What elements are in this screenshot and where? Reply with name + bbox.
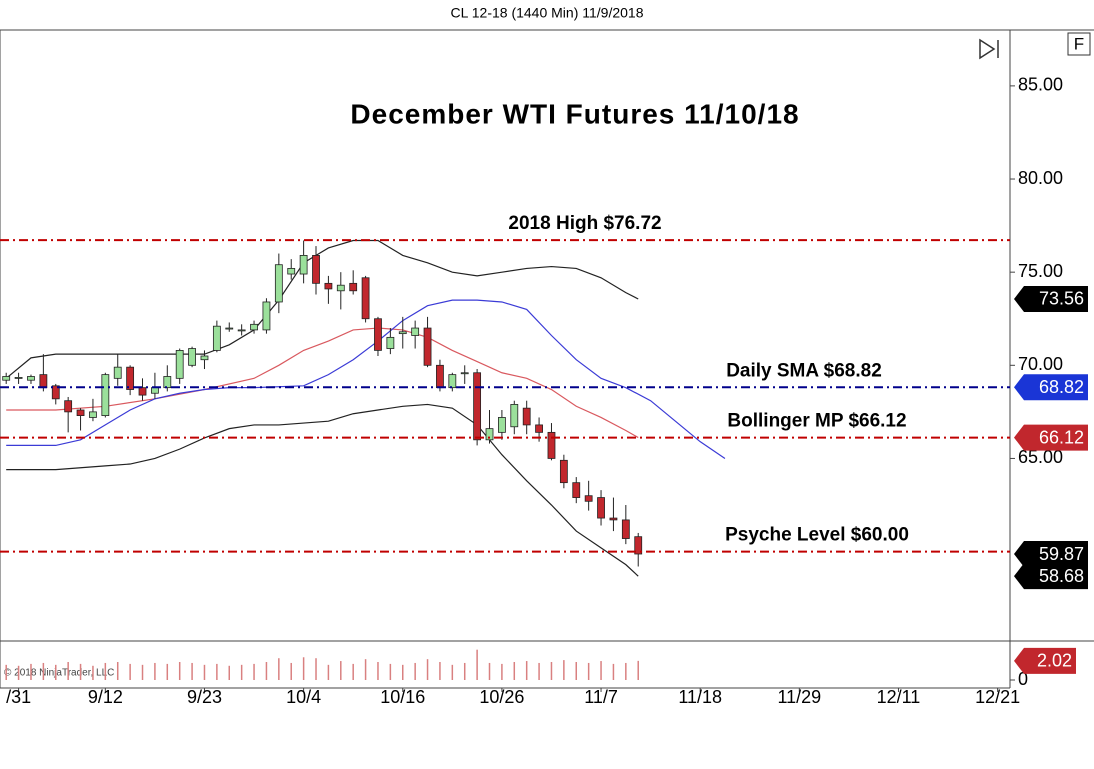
chart-header: CL 12-18 (1440 Min) 11/9/2018 <box>450 5 643 21</box>
candle-body <box>547 431 556 459</box>
candle-body <box>262 301 271 331</box>
candle-body <box>535 424 543 433</box>
candle-body <box>411 327 420 336</box>
level-annotation: 2018 High $76.72 <box>508 213 661 234</box>
y-tick-label: 70.00 <box>1018 354 1063 374</box>
level-annotation: Bollinger MP $66.12 <box>727 411 906 432</box>
candle-body <box>522 407 531 426</box>
y-tick-label: 85.00 <box>1018 75 1063 95</box>
candle-body <box>324 282 333 290</box>
candle-body <box>460 372 469 375</box>
candle-body <box>634 536 643 555</box>
candle-body <box>188 348 196 366</box>
x-tick-label: 9/23 <box>187 687 222 707</box>
candle-body <box>151 387 159 394</box>
candle-body <box>2 376 11 381</box>
candle-body <box>225 327 234 330</box>
price-flag <box>1014 374 1088 401</box>
candle-body <box>212 325 221 351</box>
price-flag-label: 59.87 <box>1039 544 1084 564</box>
candle-body <box>498 417 506 433</box>
candle-body <box>510 404 519 428</box>
price-flag <box>1014 424 1088 451</box>
candle-body <box>64 400 73 413</box>
candle-body <box>138 387 147 396</box>
price-flag-label: 66.12 <box>1039 427 1084 447</box>
x-tick-label: 11/7 <box>584 687 618 707</box>
candle-body <box>597 497 605 519</box>
candle-body <box>312 254 320 284</box>
level-annotation: Psyche Level $60.00 <box>725 525 909 546</box>
x-tick-label: 9/12 <box>88 687 123 707</box>
x-tick-label: 12/21 <box>975 687 1020 707</box>
x-tick-label: 10/4 <box>286 687 321 707</box>
x-tick-label: 10/16 <box>380 687 425 707</box>
candle-body <box>572 482 581 498</box>
y-tick-label: 65.00 <box>1018 447 1063 467</box>
candle-body <box>349 282 358 292</box>
candle-body <box>27 376 35 381</box>
price-flag-label: 58.68 <box>1039 566 1084 586</box>
chart-title: December WTI Futures 11/10/18 <box>350 98 799 129</box>
candle-body <box>126 366 135 390</box>
candle-body <box>386 336 395 349</box>
candle-body <box>621 519 630 539</box>
candle-body <box>299 254 308 275</box>
x-tick-label: 10/26 <box>479 687 524 707</box>
candle-body <box>609 517 618 521</box>
candle-body <box>423 327 432 366</box>
price-flag-label: 73.56 <box>1039 289 1084 309</box>
candle-body <box>473 372 482 441</box>
candle-body <box>200 355 209 361</box>
x-tick-label: 11/18 <box>678 687 722 707</box>
level-annotation: Daily SMA $68.82 <box>726 360 882 381</box>
candle-body <box>398 331 407 335</box>
play-icon-shape[interactable] <box>979 38 996 60</box>
candle-body <box>336 284 345 292</box>
candle-body <box>436 364 444 389</box>
candle-body <box>89 411 97 418</box>
candle-body <box>175 350 184 379</box>
candle-body <box>237 329 246 332</box>
price-flag-label: 68.82 <box>1039 377 1084 397</box>
panel-button-label[interactable]: F <box>1074 34 1084 53</box>
candle-body <box>51 385 60 400</box>
price-flag <box>1014 285 1088 312</box>
copyright: © 2018 NinjaTrader, LLC <box>4 668 114 679</box>
candle-body <box>584 495 593 502</box>
candle-body <box>14 377 23 379</box>
volume-flag <box>1014 647 1076 674</box>
y-tick-label: 75.00 <box>1018 261 1063 281</box>
candle-body <box>448 374 457 389</box>
candle-body <box>287 268 296 275</box>
play-icon[interactable] <box>979 38 999 60</box>
candle-body <box>559 459 568 484</box>
x-tick-label: /31 <box>6 687 31 707</box>
panel-button[interactable] <box>1067 32 1091 56</box>
candle-body <box>163 376 172 389</box>
price-flag <box>1014 563 1088 590</box>
indicator-line <box>6 403 639 577</box>
candle-body <box>274 264 283 303</box>
candle-body <box>485 428 494 441</box>
x-tick-label: 12/11 <box>877 687 921 707</box>
candle-body <box>250 323 258 331</box>
candle-body <box>361 277 370 320</box>
candle-body <box>101 374 110 417</box>
candle-body <box>76 409 85 417</box>
y-tick-label: 80.00 <box>1018 168 1063 188</box>
price-flag <box>1014 541 1088 568</box>
x-tick-label: 11/29 <box>777 687 821 707</box>
volume-tick-label: 0 <box>1018 669 1028 689</box>
candle-body <box>374 318 382 351</box>
candle-body <box>39 374 48 389</box>
candle-body <box>113 366 122 379</box>
volume-flag-label: 2.02 <box>1037 651 1072 671</box>
